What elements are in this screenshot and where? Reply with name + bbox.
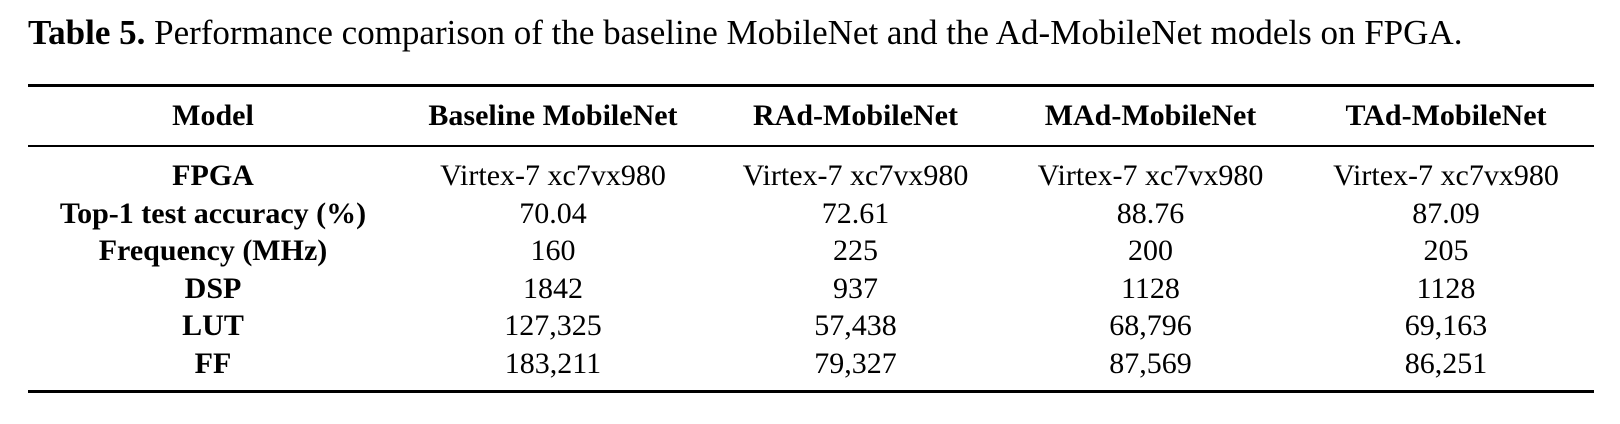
table-cell: Virtex-7 xc7vx980	[742, 159, 969, 192]
row-label: LUT	[182, 309, 244, 342]
caption-text: Performance comparison of the baseline M…	[145, 13, 1463, 52]
header-cell-rad: RAd-MobileNet	[753, 99, 958, 132]
table-cell: 1128	[1121, 271, 1180, 305]
caption-label: Table 5.	[28, 13, 146, 52]
performance-table: Model Baseline MobileNet RAd-MobileNet M…	[28, 84, 1594, 393]
table-row: LUT 127,325 57,438 68,796 69,163	[28, 307, 1594, 345]
row-label: DSP	[184, 271, 242, 305]
table-row: Top-1 test accuracy (%) 70.04 72.61 88.7…	[28, 195, 1594, 233]
table-cell: Virtex-7 xc7vx980	[440, 159, 666, 192]
table-cell: 87.09	[1412, 196, 1480, 230]
row-label: FF	[194, 346, 232, 380]
table-cell: 68,796	[1109, 309, 1192, 342]
table-container: Model Baseline MobileNet RAd-MobileNet M…	[28, 84, 1594, 393]
table-cell: 160	[530, 234, 576, 267]
table-cell: Virtex-7 xc7vx980	[1333, 159, 1559, 192]
header-cell-tad: TAd-MobileNet	[1345, 99, 1547, 132]
table-cell: 937	[833, 271, 878, 305]
row-label: Frequency (MHz)	[98, 234, 328, 267]
header-cell-mad: MAd-MobileNet	[1044, 99, 1257, 132]
table-row: FF 183,211 79,327 87,569 86,251	[28, 345, 1594, 392]
table-cell: 69,163	[1404, 309, 1488, 342]
table-body: FPGA Virtex-7 xc7vx980 Virtex-7 xc7vx980…	[28, 146, 1594, 392]
table-row: Frequency (MHz) 160 225 200 205	[28, 232, 1594, 270]
table-cell: 70.04	[519, 196, 587, 230]
row-label: Top-1 test accuracy (%)	[59, 196, 367, 230]
table-cell: 87,569	[1109, 346, 1192, 380]
table-cell: Virtex-7 xc7vx980	[1037, 159, 1264, 192]
table-cell: 1842	[523, 271, 583, 305]
table-cell: 205	[1423, 234, 1469, 267]
header-cell-baseline: Baseline MobileNet	[428, 99, 678, 132]
table-cell: 183,211	[504, 346, 602, 380]
table-cell: 79,327	[814, 346, 897, 380]
header-cell-model: Model	[172, 99, 254, 132]
table-cell: 225	[833, 234, 878, 267]
table-cell: 88.76	[1116, 196, 1185, 230]
table-cell: 72.61	[821, 196, 890, 230]
row-label: FPGA	[172, 159, 254, 192]
table-cell: 57,438	[814, 309, 897, 342]
table-cell: 86,251	[1404, 346, 1488, 380]
table-caption: Table 5. Performance comparison of the b…	[28, 8, 1598, 58]
table-cell: 127,325	[504, 309, 602, 342]
table-row: FPGA Virtex-7 xc7vx980 Virtex-7 xc7vx980…	[28, 146, 1594, 195]
header-row: Model Baseline MobileNet RAd-MobileNet M…	[28, 85, 1594, 146]
table-header: Model Baseline MobileNet RAd-MobileNet M…	[28, 85, 1594, 146]
table-cell: 200	[1128, 234, 1173, 267]
table-row: DSP 1842 937 1128 1128	[28, 270, 1594, 308]
table-cell: 1128	[1416, 271, 1476, 305]
